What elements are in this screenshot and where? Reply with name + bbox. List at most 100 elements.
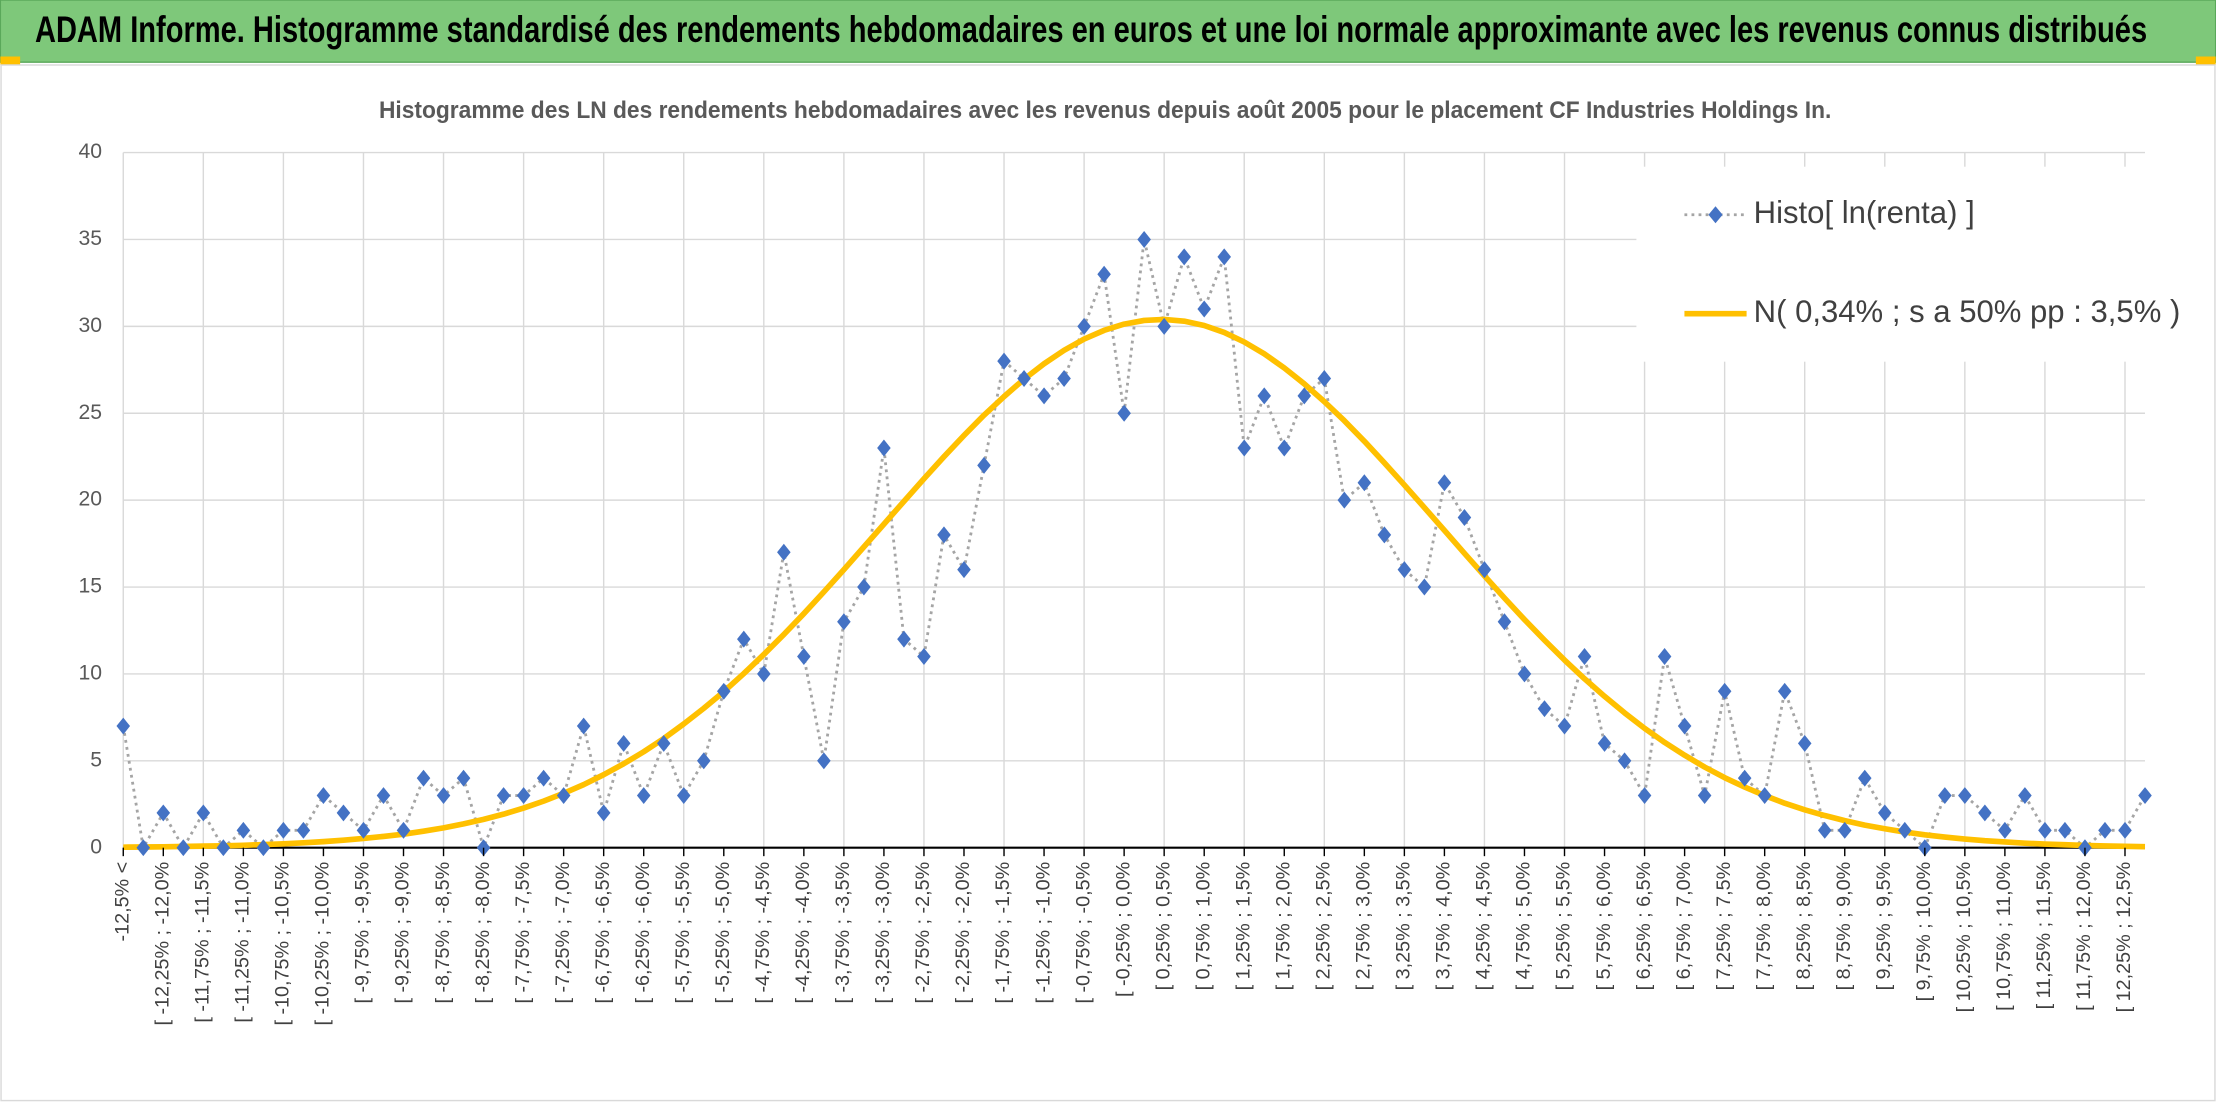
corner-accent <box>0 56 21 65</box>
normal-curve <box>123 316 2146 850</box>
histogram-point <box>1277 439 1292 457</box>
x-tick-label: [ 0,75% ; 1,0% <box>1192 862 1214 991</box>
y-tick-label: 0 <box>90 835 102 858</box>
histogram-point <box>256 839 271 857</box>
histogram-point <box>997 352 1011 370</box>
histogram-point <box>1617 752 1632 770</box>
histogram-point <box>897 630 911 648</box>
histogram-point <box>1938 787 1952 805</box>
x-tick-label: [ -8,25% ; -8,0% <box>472 862 494 1004</box>
x-tick-label: [ 0,25% ; 0,5% <box>1152 862 1174 991</box>
histogram-point <box>656 734 671 752</box>
histogram-point <box>416 769 431 787</box>
histogram-point <box>216 839 231 857</box>
histogram-point <box>2098 821 2112 839</box>
histogram-point <box>1837 821 1852 839</box>
chart-title: Histogramme des LN des rendements hebdom… <box>379 97 1831 124</box>
chart-border <box>0 64 2216 1102</box>
x-tick-label: [ -3,25% ; -3,0% <box>872 862 894 1004</box>
x-tick-label: [ -6,75% ; -6,5% <box>592 862 614 1004</box>
histogram-point <box>316 787 331 805</box>
x-tick-label: [ -8,75% ; -8,5% <box>432 862 454 1004</box>
legend: Histo[ ln(renta) ] N( 0,34% ; s a 50% pp … <box>1636 166 2181 362</box>
x-tick-label: [ 8,25% ; 8,5% <box>1793 862 1815 991</box>
x-tick-label: [ -5,75% ; -5,5% <box>672 862 694 1004</box>
x-tick-label: [ 4,75% ; 5,0% <box>1513 862 1535 991</box>
x-tick-label: [ 9,25% ; 9,5% <box>1873 862 1895 991</box>
x-tick-label: [ -1,25% ; -1,0% <box>1032 862 1054 1004</box>
legend-box <box>1636 166 2148 362</box>
x-tick-label: [ -0,75% ; -0,5% <box>1072 862 1094 1004</box>
x-tick-label: [ 12,25% ; 12,5% <box>2113 862 2135 1013</box>
x-tick-label: [ 6,75% ; 7,0% <box>1673 862 1695 991</box>
histogram-point <box>1337 491 1352 509</box>
y-tick-label: 25 <box>78 401 102 424</box>
histogram-point <box>1737 769 1752 787</box>
histogram-point <box>1537 700 1552 718</box>
histogram-point <box>376 787 391 805</box>
histogram-point <box>616 734 631 752</box>
x-tick-label: [ -11,75% ; -11,5% <box>192 862 214 1023</box>
histogram-point <box>116 717 131 735</box>
histogram-point <box>396 821 411 839</box>
x-tick-label: [ -11,25% ; -11,0% <box>232 862 254 1023</box>
histogram-point <box>1597 734 1612 752</box>
x-tick-label: [ 11,75% ; 12,0% <box>2073 862 2095 1011</box>
x-tick-label: [ -12,25% ; -12,0% <box>152 862 174 1026</box>
histogram-point <box>917 648 931 666</box>
x-tick-label: [ -1,75% ; -1,5% <box>992 862 1014 1004</box>
x-tick-label: [ 7,75% ; 8,0% <box>1753 862 1775 991</box>
histogram-point <box>2118 821 2132 839</box>
x-tick-label: [ -7,25% ; -7,0% <box>552 862 574 1004</box>
x-tick-label: [ -9,25% ; -9,0% <box>392 862 414 1004</box>
y-tick-label: 15 <box>78 575 102 598</box>
histogram-point <box>1557 717 1572 735</box>
histogram-point <box>1157 317 1171 335</box>
histogram-point <box>336 804 351 822</box>
histogram-point <box>1117 404 1131 422</box>
histogram-point <box>296 821 311 839</box>
histogram-point <box>456 769 471 787</box>
y-tick-label: 10 <box>78 662 102 685</box>
histogram-point <box>676 787 691 805</box>
histogram-point <box>356 821 371 839</box>
histogram-point <box>977 456 991 474</box>
legend-label: N( 0,34% ; s a 50% pp : 3,5% ) <box>1754 294 2181 329</box>
x-tick-label: [ 5,75% ; 6,0% <box>1593 862 1615 991</box>
y-tick-label: 40 <box>78 140 102 163</box>
histogram-point <box>136 839 151 857</box>
x-tick-label: [ 3,75% ; 4,0% <box>1433 862 1455 991</box>
corner-accent <box>2195 56 2216 65</box>
histogram-point <box>937 526 951 544</box>
x-tick-label: [ -10,25% ; -10,0% <box>312 862 334 1026</box>
histogram-point <box>1217 248 1231 266</box>
legend-swatch-marker <box>1708 206 1723 224</box>
x-tick-label: [ 3,25% ; 3,5% <box>1393 862 1415 991</box>
histogram-point <box>797 648 811 666</box>
histogram-point <box>176 839 191 857</box>
histogram-point <box>1998 821 2012 839</box>
x-tick-label: [ 7,25% ; 7,5% <box>1713 862 1735 991</box>
y-tick-label: 20 <box>78 488 102 511</box>
histogram-point <box>837 613 851 631</box>
histogram-point <box>2138 787 2152 805</box>
x-tick-label: [ 9,75% ; 10,0% <box>1913 862 1935 1002</box>
histogram-point <box>1317 370 1332 387</box>
x-tick-label: [ 4,25% ; 4,5% <box>1473 862 1495 991</box>
x-tick-label: -12,5% < <box>111 862 133 942</box>
x-tick-label: [ -10,75% ; -10,5% <box>272 862 294 1026</box>
histogram-point <box>1377 526 1392 544</box>
histogram-point <box>276 821 291 839</box>
x-tick-label: [ 2,75% ; 3,0% <box>1353 862 1375 991</box>
banner-title: ADAM Informe. Histogramme standardisé de… <box>35 9 2147 50</box>
x-tick-label: [ -4,75% ; -4,5% <box>752 862 774 1004</box>
x-tick-label: [ -5,25% ; -5,0% <box>712 862 734 1004</box>
histogram-point <box>1817 821 1832 839</box>
histogram-point <box>1417 578 1432 596</box>
x-axis-labels: -12,5% < [ -12,25% ; -12,0% [ -11,75% ; -1… <box>111 847 2135 1026</box>
y-tick-label: 5 <box>90 748 102 771</box>
histogram-point <box>1878 804 1892 822</box>
x-tick-label: [ -0,25% ; 0,0% <box>1112 862 1134 997</box>
x-tick-label: [ -3,75% ; -3,5% <box>832 862 854 1004</box>
